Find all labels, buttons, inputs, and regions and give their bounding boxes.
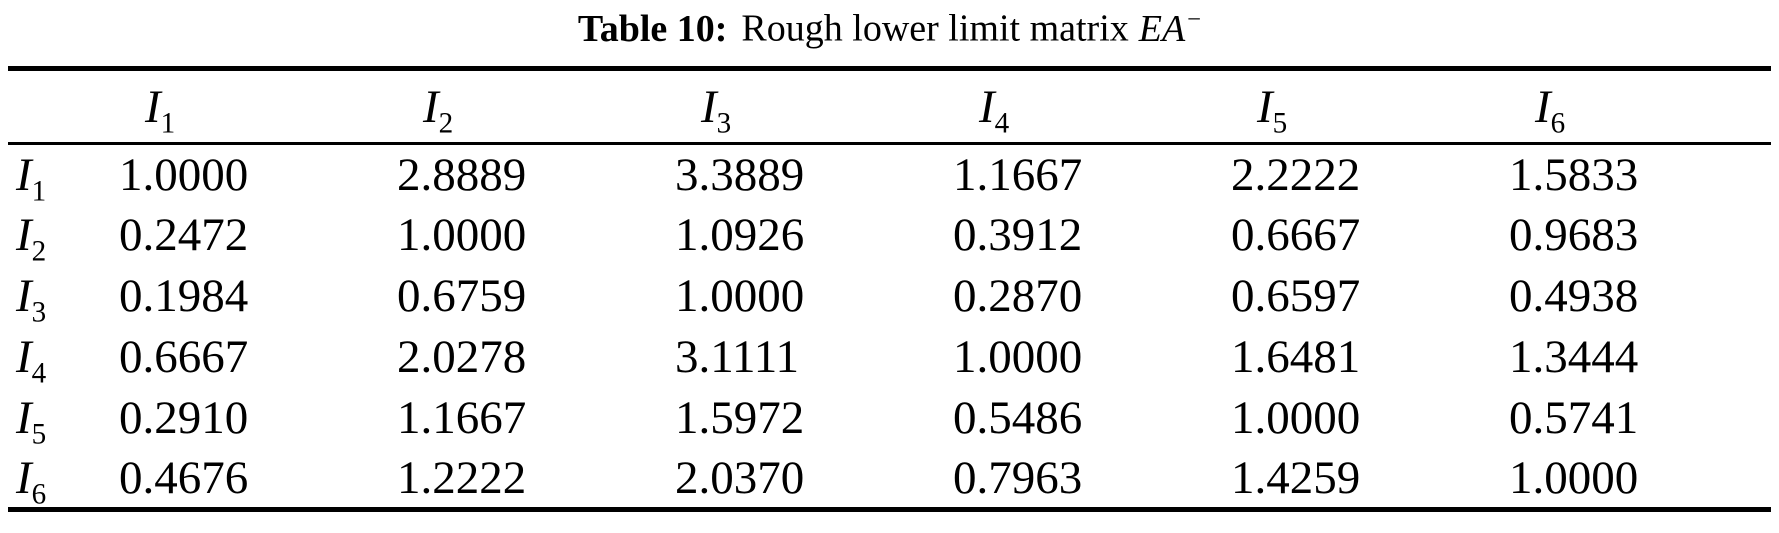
matrix-cell: 0.4938 [1509, 270, 1639, 323]
matrix-cell: 2.8889 [397, 148, 527, 201]
matrix-cell: 0.6667 [119, 331, 249, 384]
row-symbol: I [16, 331, 32, 384]
column-header: I3 [659, 69, 937, 144]
matrix-cell: 1.5833 [1509, 148, 1639, 201]
row-symbol: I [16, 209, 32, 262]
table-row: I2 0.2472 1.0000 1.0926 0.3912 0.6667 0.… [8, 205, 1771, 266]
matrix-cell: 0.2472 [119, 209, 249, 262]
matrix-cell: 0.3912 [953, 209, 1083, 262]
column-subscript: 1 [160, 106, 176, 139]
matrix-cell: 2.2222 [1231, 148, 1361, 201]
row-subscript: 4 [31, 357, 47, 390]
matrix-cell: 1.1667 [397, 392, 527, 445]
matrix-cell: 3.3889 [675, 148, 805, 201]
row-subscript: 2 [31, 235, 47, 268]
matrix-cell: 3.1111 [675, 331, 800, 384]
matrix-cell: 1.0000 [1509, 451, 1639, 504]
matrix-cell: 0.2870 [953, 270, 1083, 323]
column-symbol: I [1257, 80, 1273, 133]
column-header: I1 [103, 69, 381, 144]
matrix-cell: 0.7963 [953, 451, 1083, 504]
caption-number: Table 10: [577, 7, 728, 50]
matrix-cell: 1.5972 [675, 392, 805, 445]
column-header: I6 [1493, 69, 1771, 144]
matrix-cell: 1.2222 [397, 451, 527, 504]
row-symbol: I [16, 270, 32, 323]
table-row: I4 0.6667 2.0278 3.1111 1.0000 1.6481 1.… [8, 327, 1771, 388]
row-header: I6 [8, 449, 103, 510]
matrix-cell: 0.6759 [397, 270, 527, 323]
matrix-cell: 1.0000 [397, 209, 527, 262]
table-row: I3 0.1984 0.6759 1.0000 0.2870 0.6597 0.… [8, 266, 1771, 327]
column-subscript: 5 [1272, 106, 1288, 139]
matrix-symbol: EA [1138, 7, 1186, 50]
matrix-cell: 0.2910 [119, 392, 249, 445]
matrix-cell: 1.0000 [119, 148, 249, 201]
row-header: I4 [8, 327, 103, 388]
table-row: I6 0.4676 1.2222 2.0370 0.7963 1.4259 1.… [8, 449, 1771, 510]
table-row: I1 1.0000 2.8889 3.3889 1.1667 2.2222 1.… [8, 144, 1771, 208]
row-symbol: I [16, 451, 32, 504]
matrix-superscript-minus: − [1187, 6, 1202, 33]
row-subscript: 5 [31, 418, 47, 451]
row-subscript: 1 [31, 175, 47, 208]
matrix-cell: 0.6597 [1231, 270, 1361, 323]
matrix-cell: 1.1667 [953, 148, 1083, 201]
caption-text: Rough lower limit matrix [741, 7, 1129, 50]
column-symbol: I [979, 80, 995, 133]
matrix-cell: 2.0370 [675, 451, 805, 504]
row-header: I3 [8, 266, 103, 327]
matrix-cell: 1.3444 [1509, 331, 1639, 384]
column-subscript: 4 [994, 106, 1010, 139]
matrix-cell: 1.6481 [1231, 331, 1361, 384]
table-row: I5 0.2910 1.1667 1.5972 0.5486 1.0000 0.… [8, 388, 1771, 449]
column-header: I5 [1215, 69, 1493, 144]
row-header: I1 [8, 144, 103, 208]
column-subscript: 2 [438, 106, 454, 139]
table-caption: Table 10: Rough lower limit matrix EA− [0, 0, 1779, 54]
matrix-cell: 0.1984 [119, 270, 249, 323]
matrix-cell: 2.0278 [397, 331, 527, 384]
matrix-cell: 1.0000 [953, 331, 1083, 384]
row-symbol: I [16, 392, 32, 445]
column-symbol: I [1535, 80, 1551, 133]
column-symbol: I [423, 80, 439, 133]
matrix-cell: 1.0000 [1231, 392, 1361, 445]
matrix-cell: 0.9683 [1509, 209, 1639, 262]
column-subscript: 3 [716, 106, 732, 139]
matrix-cell: 0.4676 [119, 451, 249, 504]
row-subscript: 3 [31, 296, 47, 329]
matrix-cell: 0.5486 [953, 392, 1083, 445]
column-subscript: 6 [1550, 106, 1566, 139]
row-symbol: I [16, 148, 32, 201]
column-symbol: I [145, 80, 161, 133]
corner-cell [8, 69, 103, 144]
matrix-cell: 1.0926 [675, 209, 805, 262]
column-header: I2 [381, 69, 659, 144]
row-header: I5 [8, 388, 103, 449]
matrix-cell: 1.0000 [675, 270, 805, 323]
data-table: I1 I2 I3 I4 I5 I6 I1 1.0000 2.8889 3.388… [8, 66, 1771, 513]
caption-matrix-symbol: EA− [1138, 6, 1202, 50]
matrix-cell: 1.4259 [1231, 451, 1361, 504]
matrix-cell: 0.5741 [1509, 392, 1639, 445]
row-header: I2 [8, 205, 103, 266]
column-header: I4 [937, 69, 1215, 144]
row-subscript: 6 [31, 478, 47, 511]
column-symbol: I [701, 80, 717, 133]
table-header-row: I1 I2 I3 I4 I5 I6 [8, 69, 1771, 144]
matrix-cell: 0.6667 [1231, 209, 1361, 262]
